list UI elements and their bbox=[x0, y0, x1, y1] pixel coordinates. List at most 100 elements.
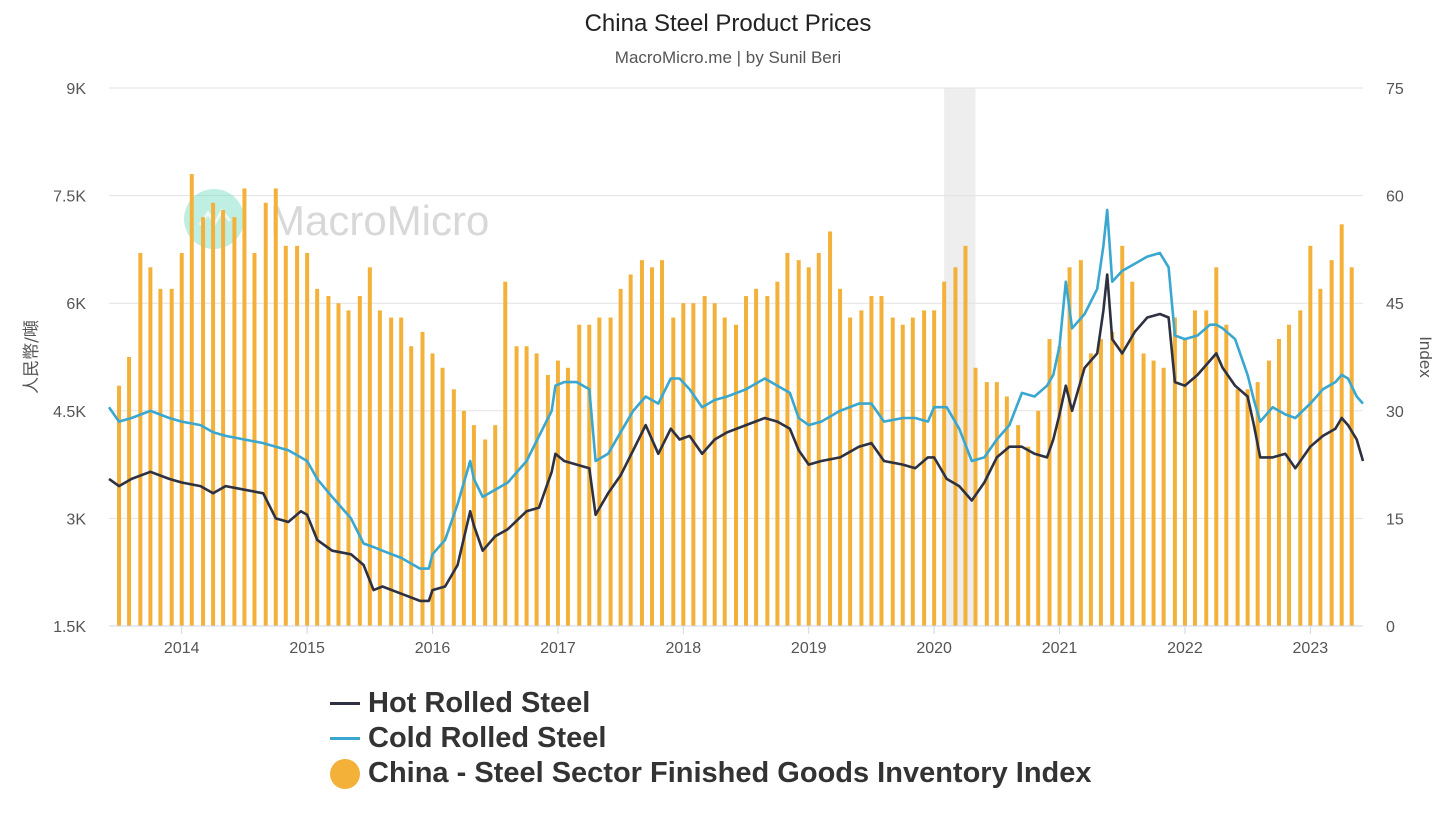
legend-line-marker bbox=[330, 737, 360, 740]
inventory-bar bbox=[232, 217, 237, 626]
inventory-bar bbox=[138, 252, 143, 626]
inventory-bar bbox=[1349, 267, 1354, 626]
inventory-bar bbox=[1329, 260, 1334, 626]
inventory-bar bbox=[1130, 281, 1135, 626]
inventory-bar bbox=[221, 209, 226, 627]
inventory-bar bbox=[326, 296, 331, 626]
x-tick-label: 2019 bbox=[791, 640, 827, 657]
inventory-bar bbox=[1298, 310, 1303, 626]
inventory-bar bbox=[922, 310, 927, 626]
inventory-bar bbox=[1318, 288, 1323, 626]
inventory-bar bbox=[389, 317, 394, 626]
inventory-bar bbox=[994, 382, 999, 626]
y-left-tick-label: 6K bbox=[66, 296, 86, 313]
inventory-bar bbox=[900, 324, 905, 626]
y-right-tick-label: 0 bbox=[1386, 619, 1395, 636]
inventory-bar bbox=[1120, 245, 1125, 626]
inventory-bar bbox=[681, 303, 686, 626]
inventory-bar bbox=[932, 310, 937, 626]
inventory-bar bbox=[859, 310, 864, 626]
inventory-bar bbox=[869, 296, 874, 626]
inventory-bar bbox=[1036, 410, 1041, 626]
inventory-bar bbox=[816, 252, 821, 626]
inventory-bar bbox=[409, 346, 414, 626]
inventory-bar bbox=[336, 303, 341, 626]
inventory-bar bbox=[565, 367, 570, 626]
inventory-bar bbox=[775, 281, 780, 626]
inventory-bar bbox=[399, 317, 404, 626]
inventory-bar bbox=[117, 385, 122, 626]
inventory-bar bbox=[357, 296, 362, 626]
y-left-tick-label: 3K bbox=[66, 511, 86, 528]
inventory-bar bbox=[910, 317, 915, 626]
inventory-bar bbox=[734, 324, 738, 626]
inventory-bar bbox=[1110, 331, 1115, 626]
inventory-bar bbox=[367, 267, 372, 626]
inventory-bar bbox=[1255, 382, 1260, 626]
inventory-bar bbox=[744, 296, 749, 626]
inventory-bar bbox=[1214, 267, 1219, 626]
y-right-tick-label: 60 bbox=[1386, 189, 1404, 206]
inventory-bar bbox=[1224, 324, 1229, 626]
watermark-layer: MacroMicro bbox=[184, 189, 489, 249]
inventory-bar bbox=[1182, 339, 1187, 626]
inventory-bar bbox=[440, 367, 445, 626]
inventory-bar bbox=[639, 260, 644, 626]
inventory-bar bbox=[430, 353, 435, 626]
legend-item-cold-rolled[interactable]: Cold Rolled Steel bbox=[330, 721, 1092, 756]
inventory-bar bbox=[127, 357, 132, 626]
inventory-bar bbox=[963, 245, 968, 626]
x-tick-label: 2021 bbox=[1042, 640, 1078, 657]
legend-item-hot-rolled[interactable]: Hot Rolled Steel bbox=[330, 686, 1092, 721]
inventory-bar bbox=[796, 260, 801, 626]
inventory-bar bbox=[420, 331, 425, 626]
inventory-bar bbox=[1235, 389, 1240, 626]
inventory-bar bbox=[1047, 339, 1052, 626]
legend-circle-marker bbox=[330, 758, 360, 789]
inventory-bar bbox=[628, 274, 633, 626]
inventory-bar bbox=[1339, 224, 1344, 626]
y-left-tick-label: 1.5K bbox=[53, 619, 86, 636]
x-tick-label: 2018 bbox=[666, 640, 702, 657]
chart-subtitle: MacroMicro.me | by Sunil Beri bbox=[614, 48, 842, 67]
legend-label: Hot Rolled Steel bbox=[368, 687, 591, 719]
inventory-bar bbox=[252, 252, 257, 626]
inventory-bar bbox=[545, 374, 550, 626]
inventory-bar bbox=[984, 382, 989, 626]
shaded-region bbox=[944, 88, 976, 626]
inventory-bar bbox=[493, 425, 498, 626]
shaded-region-layer bbox=[944, 88, 976, 626]
inventory-bar bbox=[1245, 389, 1250, 626]
inventory-bar bbox=[1276, 339, 1281, 626]
y-right-axis-title: Index bbox=[1416, 336, 1435, 378]
inventory-bar bbox=[273, 188, 278, 626]
inventory-bar bbox=[315, 288, 320, 626]
inventory-bar bbox=[1067, 267, 1072, 626]
inventory-bar bbox=[148, 267, 153, 626]
inventory-bar bbox=[806, 267, 811, 626]
inventory-bar bbox=[1266, 360, 1271, 626]
inventory-bar bbox=[201, 217, 206, 626]
y-right-tick-label: 15 bbox=[1386, 511, 1404, 528]
inventory-bar bbox=[942, 281, 947, 626]
legend-item-inventory-index[interactable]: China - Steel Sector Finished Goods Inve… bbox=[330, 756, 1092, 791]
inventory-bar bbox=[169, 288, 174, 626]
y-right-tick-label: 45 bbox=[1386, 296, 1404, 313]
inventory-bar bbox=[242, 188, 247, 626]
inventory-bar bbox=[451, 389, 456, 626]
inventory-bar bbox=[722, 317, 727, 626]
inventory-bar bbox=[1287, 324, 1292, 626]
x-tick-label: 2015 bbox=[289, 640, 325, 657]
inventory-bar bbox=[1016, 425, 1021, 626]
inventory-bar bbox=[263, 202, 268, 627]
x-tick-label: 2017 bbox=[540, 640, 576, 657]
legend-label: Cold Rolled Steel bbox=[368, 722, 607, 754]
inventory-bar bbox=[1057, 346, 1062, 626]
y-left-axis-title: 人民幣/噸 bbox=[22, 320, 42, 394]
y-left-tick-label: 9K bbox=[66, 81, 86, 98]
inventory-bar bbox=[179, 252, 184, 626]
inventory-bar bbox=[483, 439, 488, 626]
inventory-bar bbox=[189, 174, 194, 626]
inventory-bar bbox=[649, 267, 654, 626]
